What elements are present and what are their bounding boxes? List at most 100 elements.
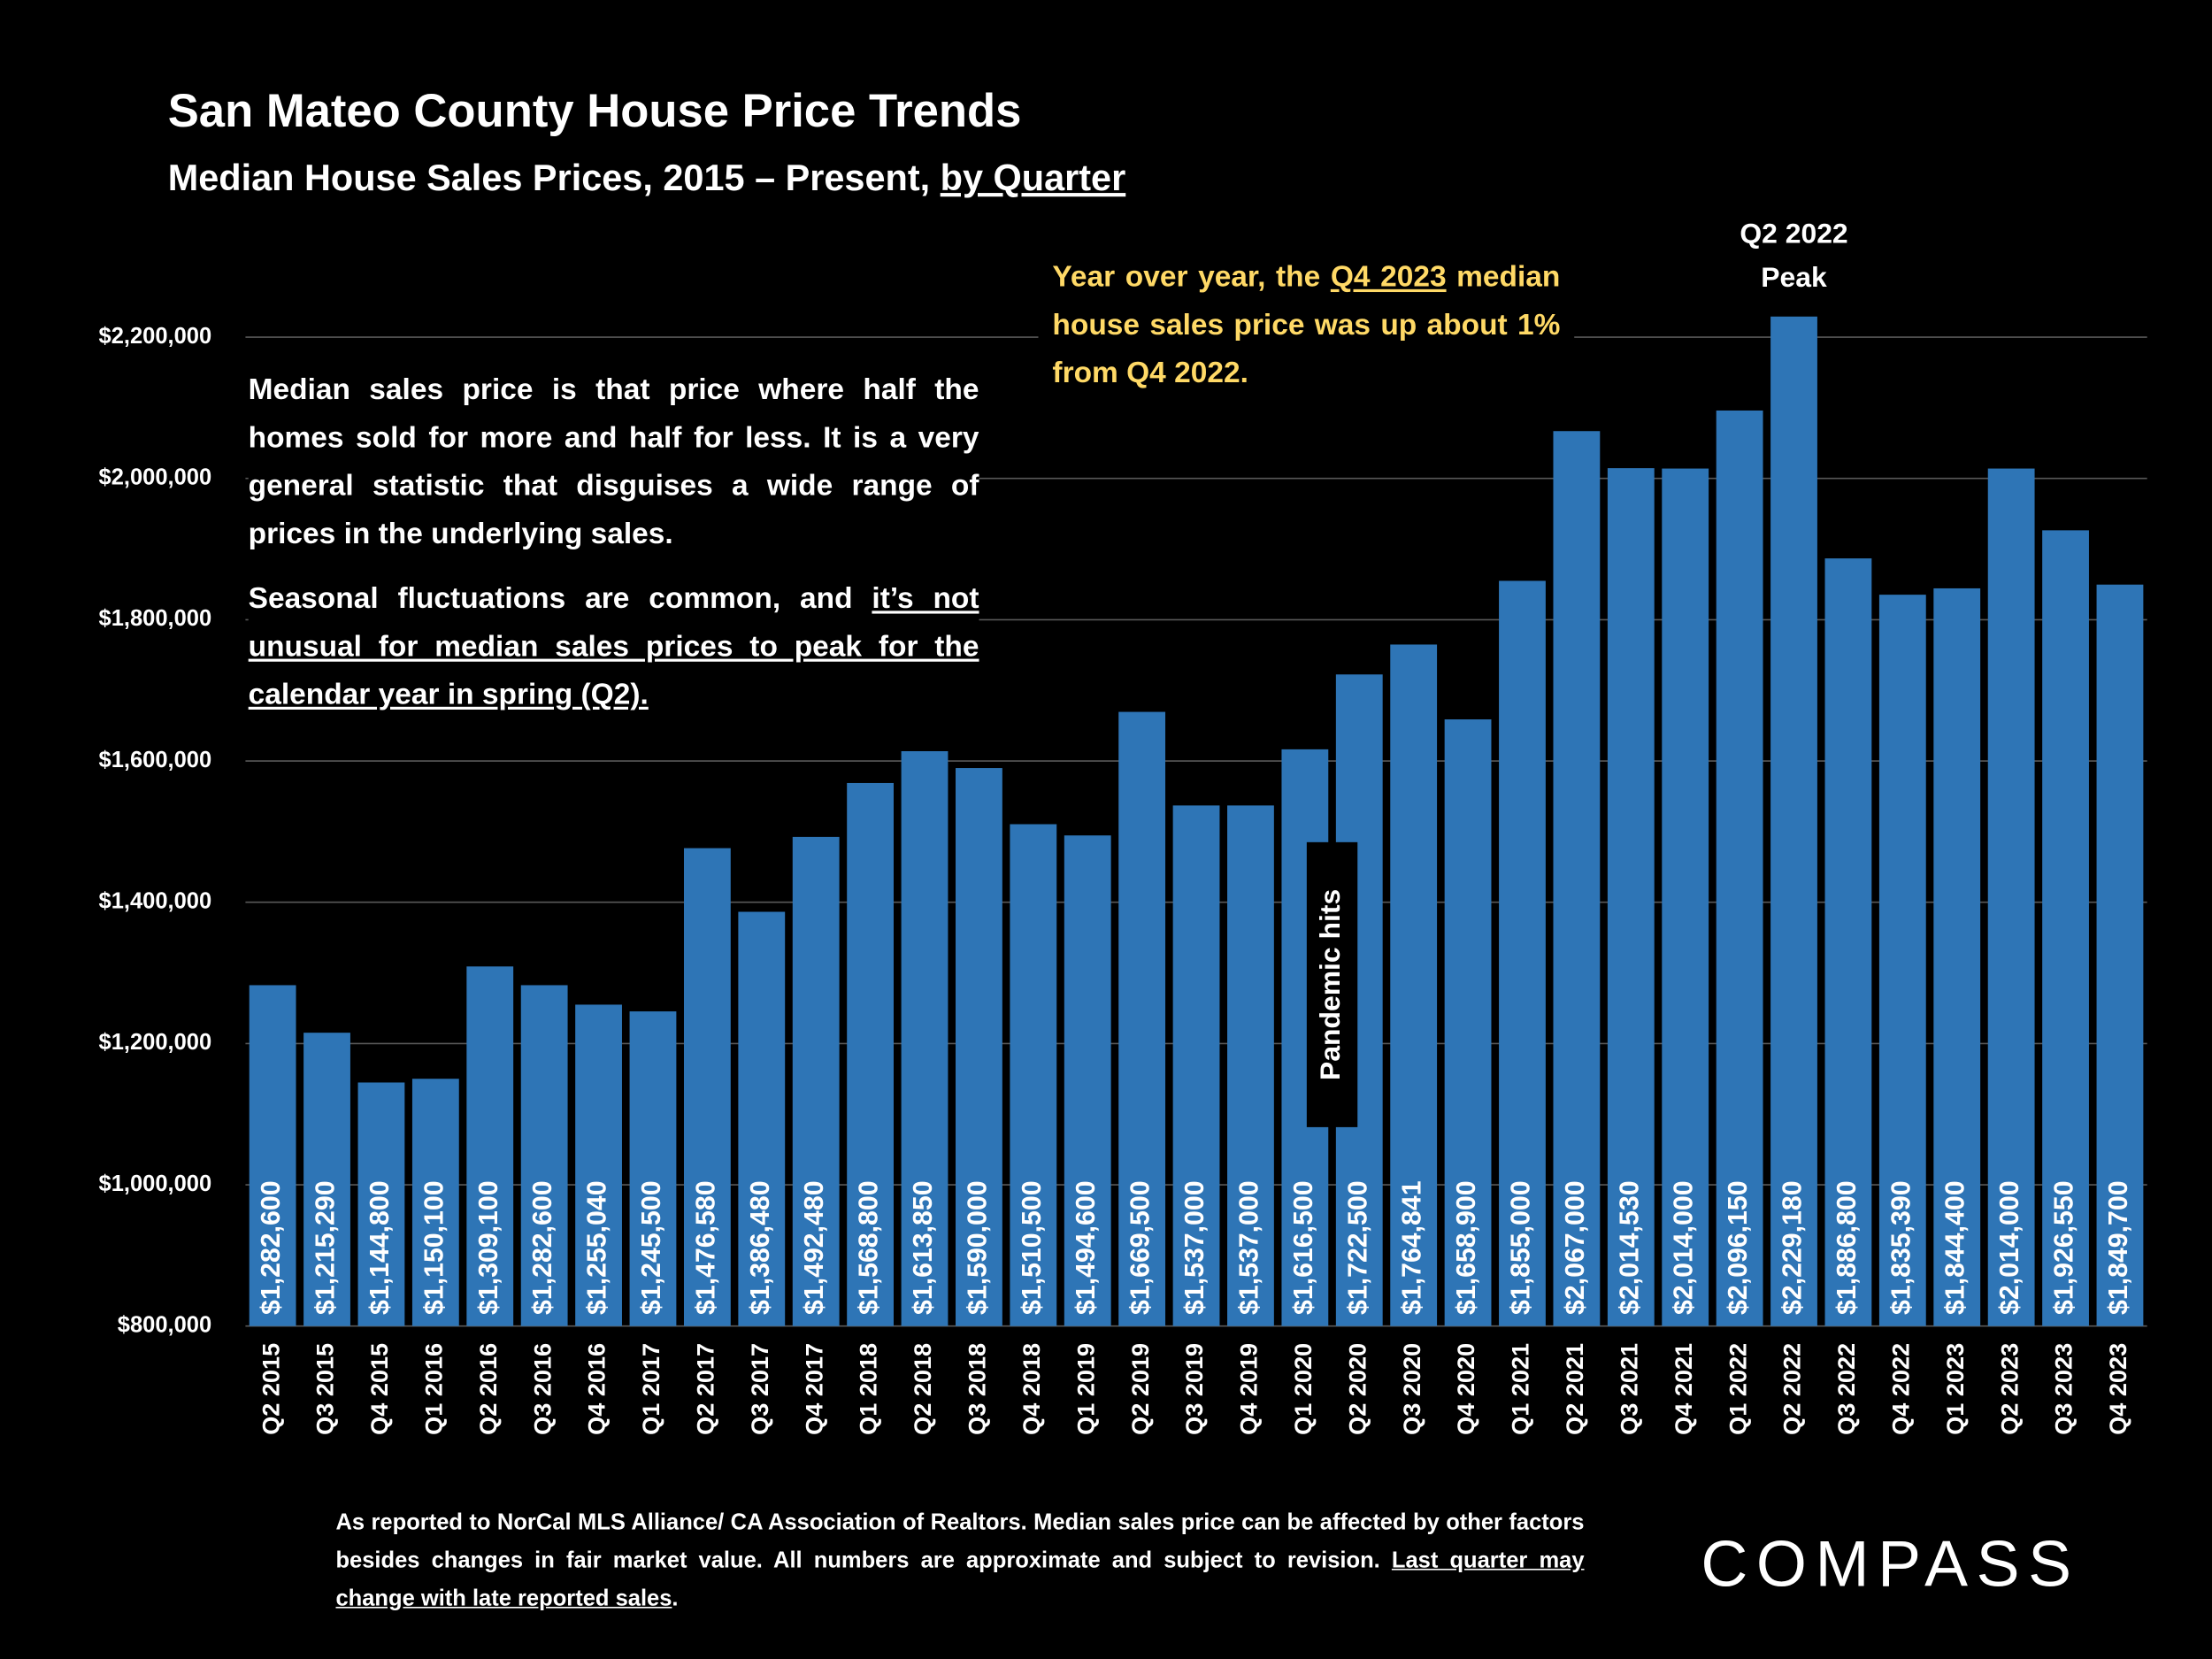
value-label: $1,537,000: [1234, 1180, 1263, 1315]
bar: [683, 848, 731, 1326]
value-label: $1,886,800: [1832, 1180, 1862, 1315]
yoy-plain-end: median house sales price was up about 1%…: [1052, 260, 1561, 390]
bar: [1878, 595, 1926, 1326]
value-label: $1,215,290: [311, 1180, 341, 1315]
bar: [1390, 644, 1438, 1326]
x-tick-label: Q4 2016: [583, 1343, 611, 1435]
yoy-plain: Year over year, the: [1052, 260, 1331, 294]
note-box: Median sales price is that price where h…: [248, 366, 979, 720]
plot-area: $800,000 $1,000,000 $1,200,000 $1,400,000 $1…: [99, 218, 2147, 1435]
pandemic-annotation: Pandemic hits: [1314, 889, 1346, 1080]
chart-title: San Mateo County House Price Trends: [168, 85, 1022, 137]
x-tick-label: Q4 2015: [365, 1343, 393, 1435]
value-label: $1,669,500: [1126, 1180, 1156, 1315]
bar: [1227, 805, 1274, 1326]
bar: [1716, 410, 1763, 1326]
subtitle-text: Median House Sales Prices, 2015 – Presen…: [168, 157, 941, 198]
value-label: $1,855,000: [1506, 1180, 1535, 1315]
x-tick-label: Q4 2021: [1670, 1343, 1697, 1435]
bar: [357, 1082, 405, 1326]
value-label: $1,494,600: [1071, 1180, 1101, 1315]
x-tick-label: Q3 2018: [964, 1343, 991, 1435]
x-tick-label: Q2 2015: [257, 1343, 284, 1435]
value-label: $1,150,100: [419, 1180, 449, 1315]
bar: [901, 751, 949, 1326]
bar: [2042, 530, 2089, 1326]
x-tick-label: Q2 2022: [1778, 1343, 1806, 1435]
bar: [411, 1079, 459, 1326]
value-label: $2,229,180: [1778, 1180, 1808, 1315]
x-tick-label: Q1 2023: [1941, 1343, 1969, 1435]
x-tick-label: Q2 2021: [1561, 1343, 1588, 1435]
seasonal-plain: Seasonal fluctuations are common, and: [248, 582, 872, 616]
bar: [1607, 468, 1655, 1326]
value-label: $1,926,550: [2050, 1180, 2079, 1315]
y-tick-label: $2,200,000: [99, 324, 212, 349]
peak-annotation: Q2 2022: [1740, 218, 1847, 250]
yoy-note: Year over year, the Q4 2023 median house…: [1038, 253, 1575, 398]
value-label: $1,282,600: [257, 1180, 286, 1315]
value-label: $1,492,480: [800, 1180, 829, 1315]
footer: As reported to NorCal MLS Alliance/ CA A…: [335, 1510, 1585, 1611]
x-tick-label: Q2 2020: [1343, 1343, 1371, 1435]
bar: [1444, 719, 1492, 1326]
value-label: $1,613,850: [909, 1180, 938, 1315]
chart-subtitle: Median House Sales Prices, 2015 – Presen…: [168, 157, 1126, 198]
x-tick-label: Q1 2018: [855, 1343, 882, 1435]
x-tick-label: Q2 2016: [474, 1343, 502, 1435]
bar: [1553, 431, 1601, 1326]
x-tick-label: Q3 2020: [1398, 1343, 1425, 1435]
x-tick-label: Q4 2018: [1018, 1343, 1045, 1435]
x-tick-label: Q1 2022: [1724, 1343, 1751, 1435]
bar: [1499, 580, 1546, 1326]
value-label: $1,144,800: [365, 1180, 395, 1315]
value-label: $2,014,000: [1995, 1180, 2024, 1315]
y-tick-label: $2,000,000: [99, 465, 212, 489]
bar: [303, 1033, 350, 1326]
x-tick-label: Q3 2019: [1180, 1343, 1208, 1435]
value-label: $1,476,580: [691, 1180, 720, 1315]
bar: [520, 985, 568, 1326]
y-tick-label: $1,000,000: [99, 1171, 212, 1196]
x-tick-label: Q2 2018: [909, 1343, 936, 1435]
value-label: $1,658,900: [1452, 1180, 1481, 1315]
value-label: $2,014,530: [1615, 1180, 1644, 1315]
logo: COMPASS: [1701, 1527, 2079, 1600]
bar: [1987, 468, 2035, 1326]
value-label: $1,537,000: [1180, 1180, 1210, 1315]
value-label: $1,849,700: [2104, 1180, 2133, 1315]
bar: [1770, 316, 1817, 1326]
x-tick-label: Q4 2017: [800, 1343, 827, 1435]
bar: [738, 911, 786, 1326]
value-label: $1,722,500: [1343, 1180, 1372, 1315]
bar: [1118, 711, 1166, 1326]
y-tick-label: $1,800,000: [99, 606, 212, 631]
x-tick-label: Q3 2022: [1832, 1343, 1860, 1435]
value-label: $2,067,000: [1561, 1180, 1590, 1315]
bar: [466, 966, 514, 1326]
seasonal-text: Seasonal fluctuations are common, and it…: [249, 576, 979, 720]
bar: [629, 1011, 677, 1326]
subtitle-underlined: by Quarter: [941, 157, 1126, 198]
peak-annotation: Peak: [1761, 261, 1827, 293]
value-label: $1,835,390: [1886, 1180, 1916, 1315]
footer-plain: As reported to NorCal MLS Alliance/ CA A…: [335, 1510, 1585, 1573]
value-label: $1,616,500: [1289, 1180, 1318, 1315]
value-label: $1,590,000: [963, 1180, 992, 1315]
value-label: $1,245,500: [637, 1180, 666, 1315]
footer-end: .: [672, 1586, 679, 1611]
x-tick-label: Q1 2019: [1071, 1343, 1099, 1435]
value-label: $1,309,100: [474, 1180, 503, 1315]
x-tick-label: Q3 2015: [311, 1343, 339, 1435]
value-label: $1,510,500: [1018, 1180, 1047, 1315]
x-tick-label: Q2 2017: [692, 1343, 719, 1435]
bar: [249, 985, 296, 1326]
x-tick-label: Q4 2020: [1452, 1343, 1479, 1435]
x-tick-label: Q3 2023: [2050, 1343, 2078, 1435]
y-tick-label: $1,200,000: [99, 1030, 212, 1055]
bar: [1010, 824, 1057, 1326]
x-tick-label: Q4 2023: [2104, 1343, 2131, 1435]
value-label: $1,844,400: [1941, 1180, 1970, 1315]
